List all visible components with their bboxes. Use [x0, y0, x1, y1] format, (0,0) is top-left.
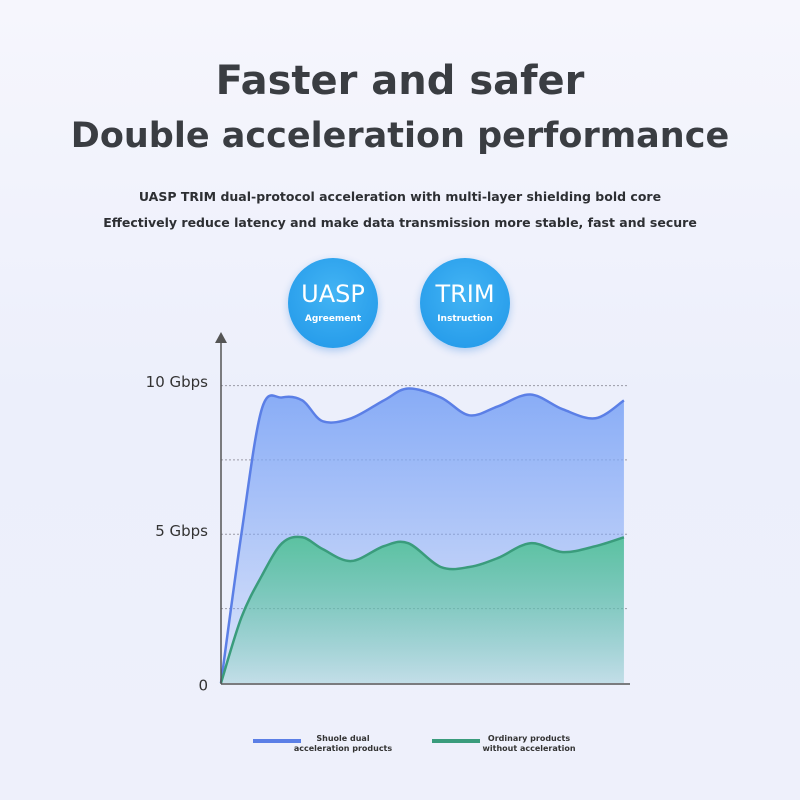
area [221, 536, 624, 683]
badge-sub: Instruction [437, 314, 493, 324]
y-tick-label: 10 Gbps [146, 373, 209, 391]
y-axis-arrow [215, 332, 227, 343]
legend-label: Shuole dual acceleration products [293, 734, 393, 753]
badge: UASP Agreement [288, 258, 378, 348]
legend-swatch [253, 739, 301, 743]
description: Effectively reduce latency and make data… [103, 215, 697, 230]
badge-sub: Agreement [304, 314, 362, 324]
legend-label: Ordinary products without acceleration [482, 734, 576, 753]
y-tick-label: 0 [198, 677, 208, 695]
subtitle: Double acceleration performance [70, 116, 730, 156]
description: UASP TRIM dual-protocol acceleration wit… [138, 189, 662, 204]
title: Faster and safer [215, 58, 585, 104]
y-tick-label: 5 Gbps [155, 522, 208, 540]
badge-label: TRIM [435, 280, 495, 308]
legend-swatch [432, 739, 480, 743]
badge-label: UASP [301, 280, 365, 308]
line [219, 387, 625, 684]
line [219, 535, 625, 684]
badge: TRIM Instruction [420, 258, 510, 348]
